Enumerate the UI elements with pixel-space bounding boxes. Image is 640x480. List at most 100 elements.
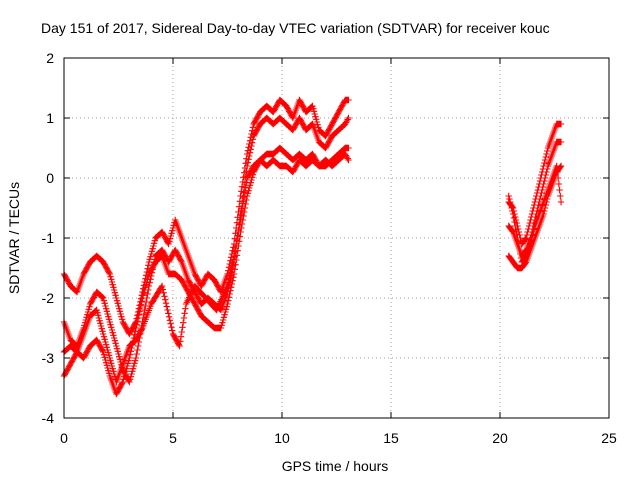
- data-point: [233, 240, 240, 248]
- data-point: [505, 192, 512, 200]
- data-point: [134, 318, 141, 325]
- data-point: [233, 236, 241, 244]
- data-point: [133, 321, 140, 328]
- data-point: [506, 198, 514, 206]
- data-point: [522, 235, 529, 243]
- data-point: [176, 342, 183, 350]
- data-point: [162, 299, 170, 307]
- data-point: [243, 196, 250, 204]
- data-point: [528, 237, 535, 245]
- data-point: [177, 257, 185, 264]
- data-point: [165, 310, 172, 317]
- data-point: [177, 333, 185, 340]
- data-point: [73, 350, 80, 357]
- data-point: [557, 163, 564, 171]
- data-point: [529, 231, 536, 239]
- data-point: [557, 120, 565, 128]
- data-point: [543, 168, 550, 176]
- data-point: [142, 298, 150, 306]
- data-point: [245, 156, 252, 163]
- data-point: [530, 228, 537, 236]
- x-tick-label: 5: [169, 430, 177, 446]
- data-point: [239, 202, 246, 210]
- data-point: [509, 227, 516, 235]
- data-point: [225, 297, 232, 304]
- data-point: [137, 301, 145, 308]
- data-point: [527, 240, 534, 248]
- data-point: [227, 269, 234, 276]
- data-point: [158, 253, 165, 260]
- data-point: [233, 256, 240, 264]
- x-axis-label: GPS time / hours: [282, 458, 389, 474]
- data-point: [544, 147, 551, 155]
- data-point: [167, 320, 174, 327]
- data-point: [535, 201, 542, 209]
- data-point: [508, 204, 515, 212]
- data-point: [247, 146, 254, 153]
- data-point: [236, 220, 244, 228]
- data-point: [73, 288, 80, 295]
- data-point: [557, 138, 565, 146]
- data-point: [538, 189, 545, 197]
- data-point: [308, 121, 315, 128]
- data-point: [136, 308, 143, 315]
- y-tick-label: -3: [42, 350, 55, 366]
- data-point: [512, 226, 520, 234]
- data-point: [132, 354, 140, 362]
- data-point: [344, 116, 351, 123]
- data-point: [345, 96, 352, 104]
- data-point: [138, 298, 145, 305]
- data-series: [60, 150, 565, 386]
- data-point: [145, 282, 153, 290]
- data-point: [515, 242, 523, 250]
- data-point: [556, 186, 563, 194]
- data-point: [135, 311, 143, 318]
- data-point: [225, 279, 232, 286]
- data-point: [164, 306, 171, 314]
- data-point: [169, 327, 176, 334]
- data-point: [541, 159, 548, 167]
- data-point: [539, 183, 547, 191]
- data-point: [509, 210, 517, 218]
- x-tick-label: 20: [492, 430, 508, 446]
- data-point: [513, 230, 520, 238]
- data-point: [541, 174, 549, 182]
- data-point: [118, 380, 126, 387]
- data-point: [240, 189, 247, 196]
- data-point: [230, 274, 237, 281]
- data-point: [244, 159, 252, 166]
- data-series: [60, 96, 565, 338]
- data-point: [229, 259, 236, 266]
- data-point: [228, 280, 236, 288]
- data-point: [181, 310, 188, 317]
- data-point: [164, 239, 172, 246]
- data-point: [542, 171, 549, 179]
- chart-title: Day 151 of 2017, Sidereal Day-to-day VTE…: [41, 20, 550, 36]
- data-point: [235, 228, 242, 236]
- data-point: [138, 326, 145, 333]
- data-point: [226, 290, 233, 298]
- data-point: [249, 136, 257, 143]
- data-point: [228, 262, 236, 270]
- data-point: [225, 276, 233, 283]
- y-tick-label: 0: [46, 170, 54, 186]
- data-point: [246, 149, 254, 156]
- y-tick-label: 2: [46, 50, 54, 66]
- data-point: [165, 313, 173, 321]
- y-tick-label: -1: [42, 230, 55, 246]
- data-point: [105, 269, 113, 276]
- data-point: [553, 162, 560, 170]
- data-point: [224, 300, 231, 308]
- data-point: [522, 253, 529, 261]
- data-point: [536, 195, 544, 203]
- data-point: [160, 289, 167, 297]
- data-point: [506, 195, 513, 203]
- data-point: [509, 207, 516, 215]
- data-point: [543, 150, 550, 158]
- data-point: [225, 294, 233, 301]
- data-point: [99, 347, 106, 354]
- data-point: [161, 293, 168, 300]
- data-point: [133, 350, 140, 358]
- data-point: [134, 342, 142, 350]
